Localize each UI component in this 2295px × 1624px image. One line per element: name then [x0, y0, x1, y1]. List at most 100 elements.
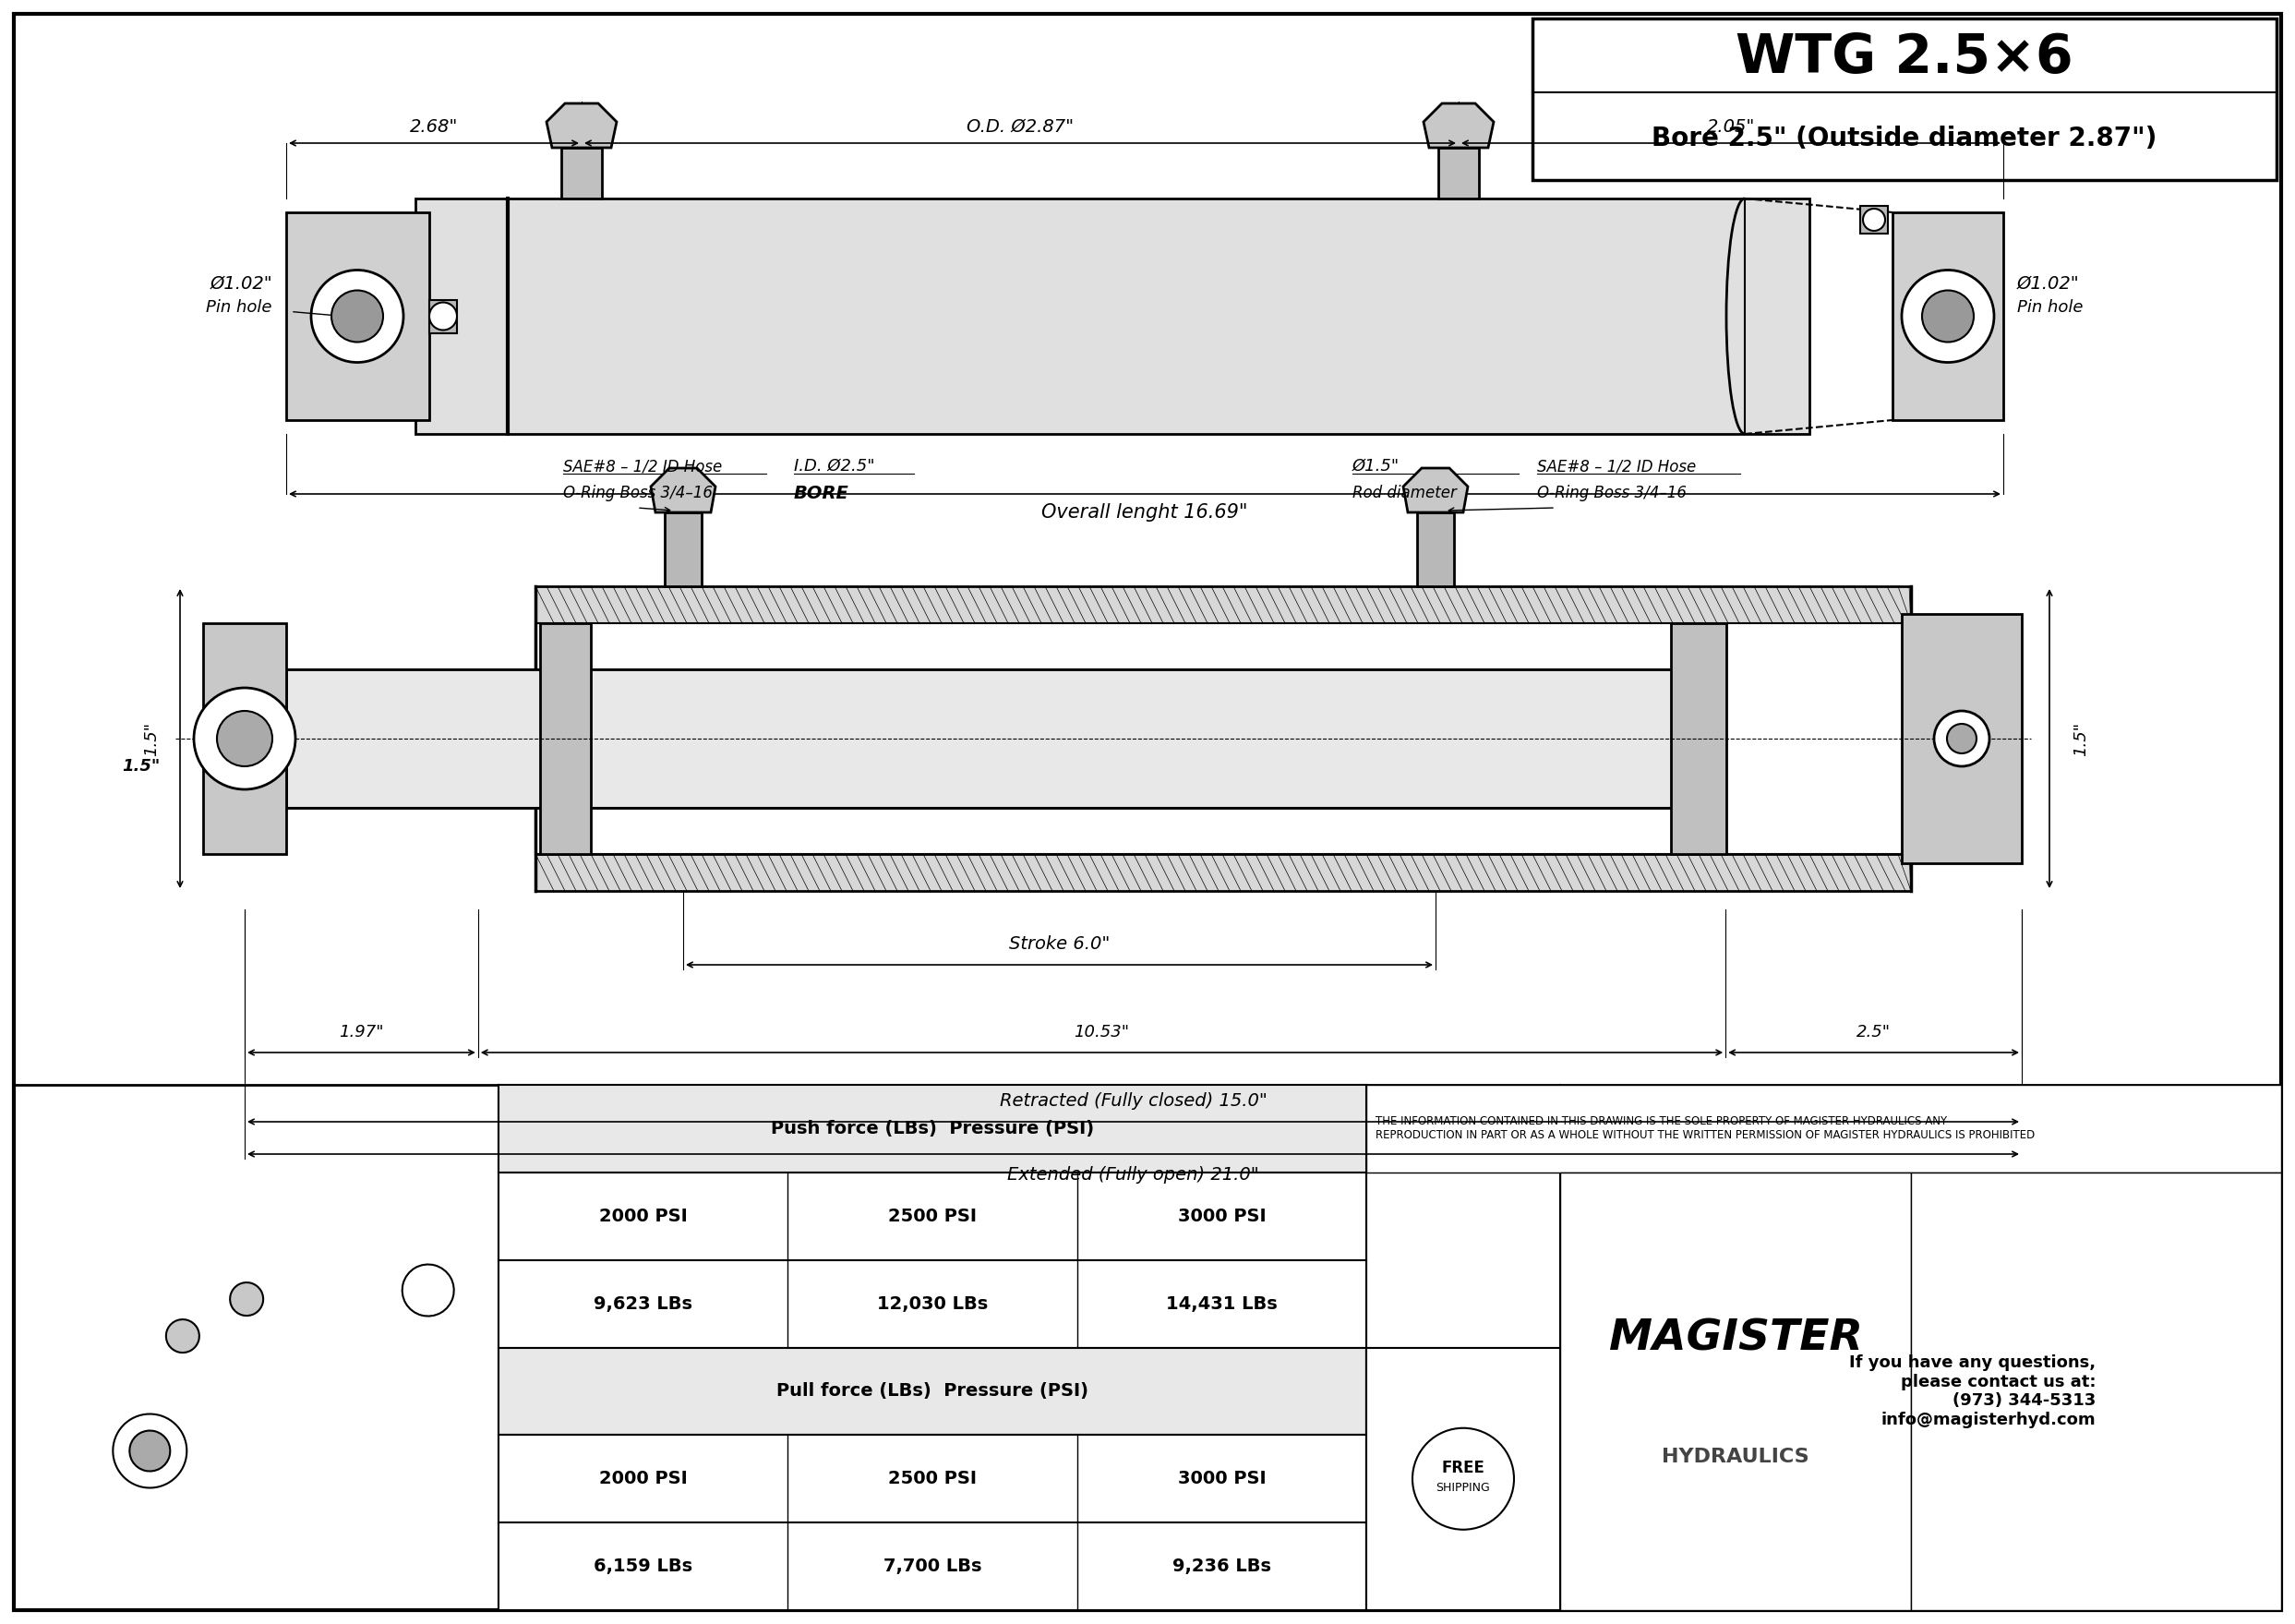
Bar: [1366, 1348, 1561, 1609]
Text: Pull force (LBs)  Pressure (PSI): Pull force (LBs) Pressure (PSI): [776, 1382, 1088, 1400]
Text: 1.5": 1.5": [2072, 721, 2088, 755]
Text: 2000 PSI: 2000 PSI: [599, 1470, 686, 1488]
Bar: [666, 513, 702, 586]
Polygon shape: [1423, 104, 1494, 148]
Text: 2.05": 2.05": [1707, 117, 1756, 135]
Text: 3000 PSI: 3000 PSI: [1177, 1207, 1267, 1224]
Text: 2.5": 2.5": [1857, 1023, 1891, 1041]
Text: BORE: BORE: [794, 484, 849, 502]
Text: 3000 PSI: 3000 PSI: [1177, 1470, 1267, 1488]
Circle shape: [218, 711, 273, 767]
Text: Ø1.02": Ø1.02": [209, 274, 273, 292]
Bar: [415, 198, 1808, 434]
Text: MAGISTER: MAGISTER: [1609, 1319, 1864, 1359]
Circle shape: [1864, 208, 1884, 231]
Bar: [1861, 206, 1889, 234]
Circle shape: [429, 302, 457, 330]
Bar: [108, 1395, 193, 1507]
Text: 9,623 LBs: 9,623 LBs: [594, 1294, 693, 1312]
Text: O-Ring Boss 3/4–16: O-Ring Boss 3/4–16: [562, 484, 714, 502]
Text: O-Ring Boss 3/4–16: O-Ring Boss 3/4–16: [1538, 484, 1687, 502]
Bar: [1366, 1348, 1561, 1609]
Text: Pin hole: Pin hole: [207, 299, 273, 315]
Bar: [1533, 18, 2277, 180]
Text: 10.53": 10.53": [1074, 1023, 1129, 1041]
Text: THE INFORMATION CONTAINED IN THIS DRAWING IS THE SOLE PROPERTY OF MAGISTER HYDRA: THE INFORMATION CONTAINED IN THIS DRAWIN…: [1375, 1116, 2036, 1142]
Text: 14,431 LBs: 14,431 LBs: [1166, 1294, 1278, 1312]
Bar: [498, 1173, 1366, 1260]
Circle shape: [1903, 270, 1994, 362]
Circle shape: [129, 1431, 170, 1471]
Text: Overall lenght 16.69": Overall lenght 16.69": [1042, 503, 1248, 521]
Circle shape: [402, 1265, 454, 1315]
Text: Ø1.5": Ø1.5": [1352, 458, 1400, 474]
Polygon shape: [546, 104, 617, 148]
Text: Stroke 6.0": Stroke 6.0": [1010, 935, 1111, 953]
Circle shape: [1921, 291, 1974, 343]
Text: 2500 PSI: 2500 PSI: [888, 1207, 978, 1224]
Circle shape: [165, 1319, 200, 1353]
Text: Bore 2.5" (Outside diameter 2.87"): Bore 2.5" (Outside diameter 2.87"): [1652, 125, 2157, 151]
Circle shape: [312, 270, 404, 362]
Bar: [535, 624, 1912, 854]
Bar: [498, 1085, 1366, 1173]
Circle shape: [230, 1283, 264, 1315]
Text: FREE: FREE: [1441, 1460, 1485, 1476]
Text: WTG 2.5×6: WTG 2.5×6: [1735, 31, 2072, 83]
Text: MAGISTER
HYDRAULICS: MAGISTER HYDRAULICS: [796, 253, 1143, 356]
Bar: [535, 854, 1912, 892]
Bar: [562, 148, 601, 198]
Circle shape: [193, 689, 296, 789]
Bar: [202, 624, 287, 854]
Bar: [1912, 1173, 2281, 1609]
Bar: [535, 586, 1912, 624]
Text: Ø1.02": Ø1.02": [2017, 274, 2079, 292]
Bar: [1903, 614, 2022, 864]
Circle shape: [330, 291, 383, 343]
Text: Retracted (Fully closed) 15.0": Retracted (Fully closed) 15.0": [998, 1093, 1267, 1111]
Text: 2500 PSI: 2500 PSI: [888, 1470, 978, 1488]
Text: HYDRAULICS: HYDRAULICS: [1662, 1447, 1808, 1466]
Text: If you have any questions,
please contact us at:
(973) 344-5313
info@magisterhyd: If you have any questions, please contac…: [1850, 1354, 2095, 1429]
Polygon shape: [1402, 468, 1469, 513]
Bar: [287, 213, 429, 421]
Bar: [498, 1436, 1366, 1523]
Circle shape: [1946, 724, 1976, 754]
Circle shape: [1935, 711, 1990, 767]
Text: Rod diameter: Rod diameter: [1352, 484, 1457, 502]
Bar: [1416, 513, 1455, 586]
Text: 1.97": 1.97": [340, 1023, 383, 1041]
Circle shape: [1411, 1427, 1515, 1530]
Text: SAE#8 – 1/2 ID Hose: SAE#8 – 1/2 ID Hose: [1538, 458, 1696, 474]
Bar: [1561, 1173, 1912, 1609]
Bar: [397, 1252, 459, 1328]
Bar: [337, 1275, 431, 1356]
Text: 1.5": 1.5": [122, 758, 161, 775]
Text: I.D. Ø2.5": I.D. Ø2.5": [794, 458, 874, 474]
Text: SHIPPING: SHIPPING: [1437, 1483, 1489, 1494]
Bar: [1671, 624, 1726, 854]
Text: 2.68": 2.68": [411, 117, 459, 135]
Text: 7,700 LBs: 7,700 LBs: [884, 1557, 982, 1575]
Bar: [498, 1260, 1366, 1348]
Bar: [287, 669, 1680, 807]
Text: 9,236 LBs: 9,236 LBs: [1173, 1557, 1271, 1575]
Circle shape: [112, 1415, 186, 1488]
Text: 6,159 LBs: 6,159 LBs: [594, 1557, 693, 1575]
Text: Pin hole: Pin hole: [2017, 299, 2084, 315]
Bar: [1893, 213, 2004, 421]
Bar: [1366, 1085, 2281, 1173]
Bar: [539, 624, 590, 854]
Text: Oil volume
0.51 quarts: Oil volume 0.51 quarts: [1416, 1462, 1510, 1497]
Text: 2000 PSI: 2000 PSI: [599, 1207, 686, 1224]
Bar: [429, 299, 457, 333]
Bar: [1439, 148, 1478, 198]
Text: SAE#8 – 1/2 ID Hose: SAE#8 – 1/2 ID Hose: [562, 458, 723, 474]
Text: Extended (Fully open) 21.0": Extended (Fully open) 21.0": [1008, 1166, 1260, 1184]
Bar: [498, 1523, 1366, 1609]
Polygon shape: [652, 468, 716, 513]
Text: O.D. Ø2.87": O.D. Ø2.87": [966, 117, 1074, 135]
Text: 12,030 LBs: 12,030 LBs: [877, 1294, 987, 1312]
Bar: [140, 1298, 372, 1481]
Bar: [498, 1348, 1366, 1436]
